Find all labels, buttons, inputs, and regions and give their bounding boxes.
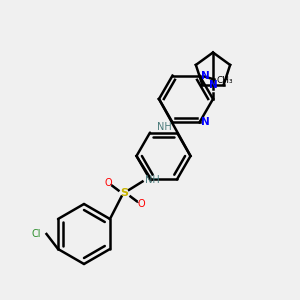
Text: N: N — [201, 117, 210, 128]
Text: S: S — [121, 188, 128, 199]
Text: O: O — [137, 199, 145, 209]
Text: NH: NH — [146, 175, 160, 185]
Text: Cl: Cl — [31, 229, 40, 239]
Text: NH: NH — [157, 122, 172, 133]
Text: N: N — [208, 80, 217, 90]
Text: O: O — [104, 178, 112, 188]
Text: N: N — [201, 70, 210, 81]
Text: CH₃: CH₃ — [217, 76, 233, 85]
